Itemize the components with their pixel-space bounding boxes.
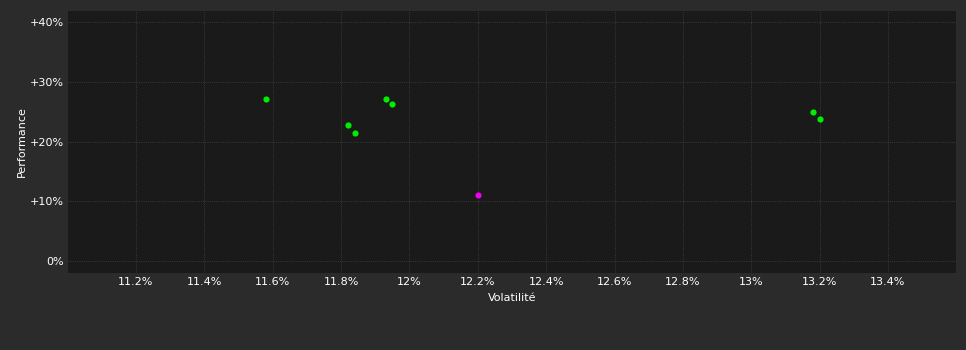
Point [347,130,362,135]
Point [340,122,355,128]
Point [258,96,273,101]
X-axis label: Volatilité: Volatilité [488,293,536,303]
Point [384,102,400,107]
Point [470,193,486,198]
Point [811,116,827,122]
Y-axis label: Performance: Performance [16,106,26,177]
Point [805,109,820,115]
Point [378,96,393,101]
